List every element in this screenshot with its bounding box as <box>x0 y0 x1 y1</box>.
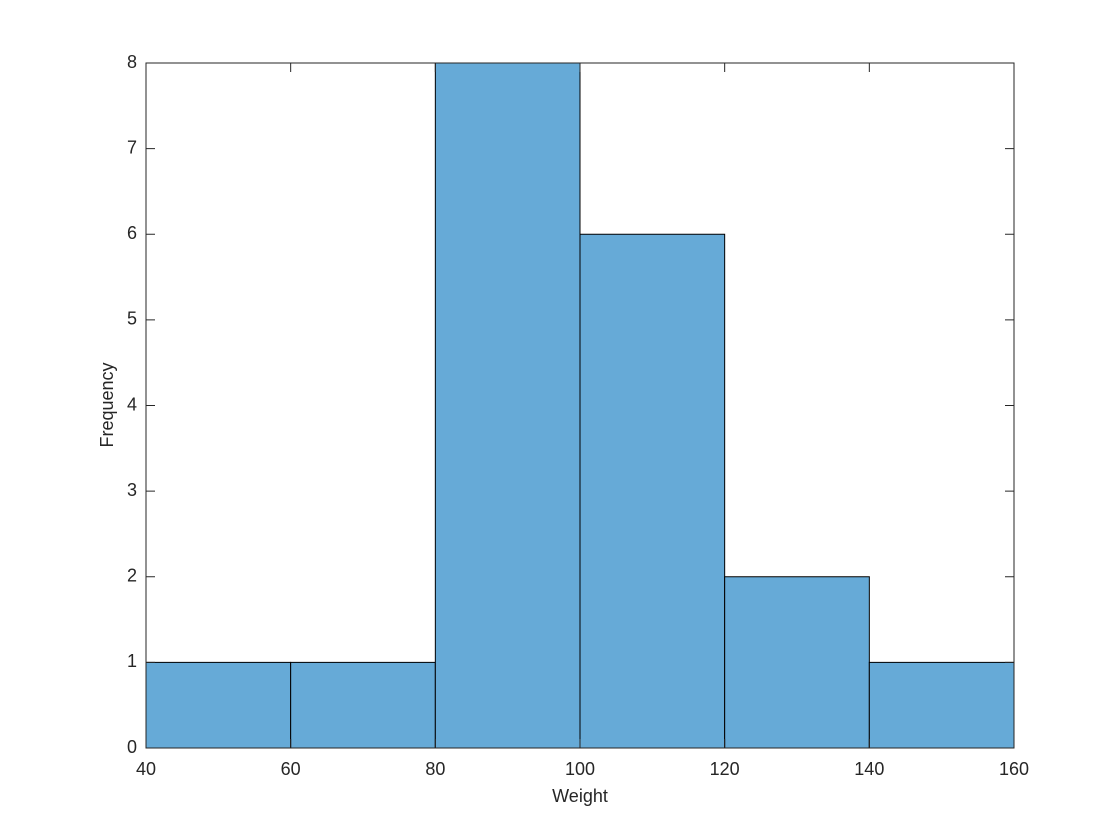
x-axis-label: Weight <box>552 786 608 806</box>
bar <box>724 576 870 749</box>
y-tick-label: 2 <box>127 566 137 586</box>
y-tick-label: 6 <box>127 223 137 243</box>
bar <box>868 661 1015 749</box>
x-tick-label: 160 <box>999 759 1029 779</box>
x-tick-label: 80 <box>425 759 445 779</box>
x-tick-label: 140 <box>854 759 884 779</box>
y-axis-label: Frequency <box>97 362 117 447</box>
y-tick-label: 4 <box>127 394 137 414</box>
x-tick-label: 120 <box>710 759 740 779</box>
x-tick-label: 40 <box>136 759 156 779</box>
y-tick-label: 8 <box>127 52 137 72</box>
bar <box>290 661 436 749</box>
bar <box>434 62 581 749</box>
y-tick-label: 3 <box>127 480 137 500</box>
y-tick-label: 5 <box>127 309 137 329</box>
bar <box>145 661 292 749</box>
x-tick-label: 100 <box>565 759 595 779</box>
y-tick-label: 7 <box>127 137 137 157</box>
y-tick-label: 1 <box>127 651 137 671</box>
y-tick-label: 0 <box>127 737 137 757</box>
bar <box>579 233 726 749</box>
x-tick-label: 60 <box>281 759 301 779</box>
